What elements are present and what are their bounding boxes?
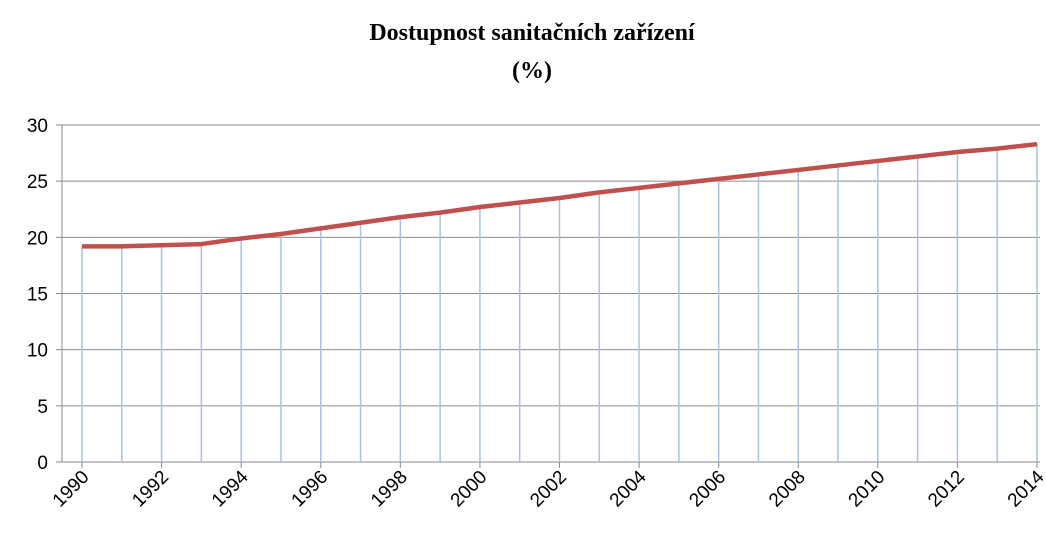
x-tick-label: 2000 [447, 467, 492, 512]
x-tick-label: 2006 [685, 467, 730, 512]
x-tick-label: 2008 [765, 467, 810, 512]
chart-subtitle: (%) [512, 58, 552, 84]
y-tick-label: 5 [37, 397, 48, 418]
x-tick-label: 1992 [128, 467, 173, 512]
x-tick-label: 1998 [367, 467, 412, 512]
y-tick-label: 10 [27, 341, 48, 362]
x-tick-label: 1994 [208, 466, 253, 511]
x-tick-label: 2010 [845, 467, 890, 512]
y-tick-label: 25 [27, 172, 48, 193]
x-tick-label: 2014 [1004, 466, 1046, 511]
x-tick-label: 1990 [49, 467, 94, 512]
y-tick-label: 0 [37, 453, 48, 474]
x-tick-label: 2012 [924, 467, 969, 512]
y-tick-label: 15 [27, 285, 48, 306]
y-tick-label: 30 [27, 116, 48, 137]
x-tick-label: 2004 [606, 466, 651, 511]
line-series [82, 141, 1038, 249]
y-tick-label: 20 [27, 228, 48, 249]
x-tick-label: 2002 [526, 467, 571, 512]
x-tick-label: 1996 [288, 467, 333, 512]
chart-title: Dostupnost sanitačních zařízení [369, 20, 695, 46]
